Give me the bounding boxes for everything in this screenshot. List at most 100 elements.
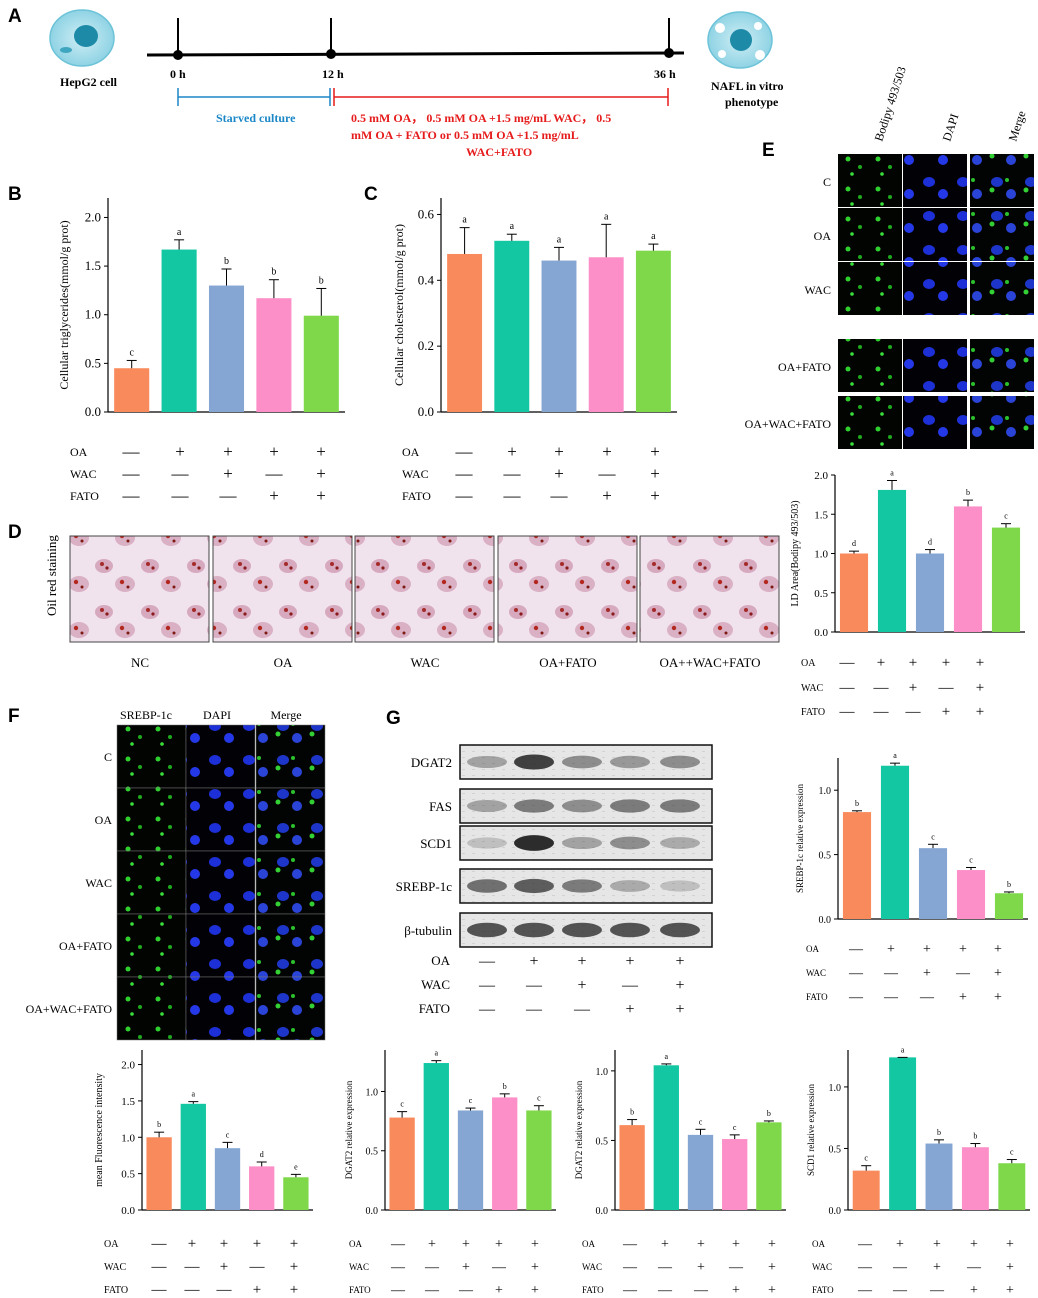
blot-band <box>514 754 554 770</box>
bar <box>842 812 872 919</box>
treatment-symbol: — <box>657 1283 673 1298</box>
treatment-symbol: + <box>959 942 967 957</box>
label-0h: 0 h <box>170 67 186 81</box>
bar <box>877 489 907 632</box>
micrograph-cell <box>255 787 326 852</box>
treatment-symbol: + <box>732 1283 740 1298</box>
oil-red-image <box>497 535 638 643</box>
bar <box>635 250 671 412</box>
micrograph-cell <box>255 976 326 1041</box>
significance-letter: a <box>435 1049 439 1058</box>
treatment-symbol: — <box>929 1283 945 1298</box>
treatment-symbol: — <box>892 1260 908 1275</box>
significance-letter: c <box>226 1130 230 1139</box>
treatment-symbol: — <box>122 464 141 483</box>
significance-letter: b <box>1007 880 1011 889</box>
treatment-row-label: WAC <box>104 1262 127 1273</box>
treatment-symbol: + <box>994 942 1002 957</box>
treatment-symbol: — <box>151 1282 168 1298</box>
treatment-row-label: FATO <box>582 1285 604 1295</box>
treatment-row-label: WAC <box>402 467 429 481</box>
treatment-symbol: + <box>462 1237 470 1252</box>
oil-red-image <box>69 535 210 643</box>
bar <box>541 260 577 412</box>
treatment-symbol: — <box>455 464 474 483</box>
chart-scd1: 0.0 0.5 1.0 SCD1 relative expression c a b b c OA… <box>806 1045 1030 1298</box>
bar <box>852 1170 880 1210</box>
treatment-symbol: — <box>151 1236 168 1252</box>
micrograph-cell <box>255 913 326 978</box>
micrograph-row-label: C <box>823 175 831 189</box>
treatment-row-label: WAC <box>70 467 97 481</box>
treatment-row-label: FATO <box>806 992 828 1002</box>
treatment-symbol: + <box>529 953 538 970</box>
blot-band <box>610 799 650 813</box>
treatment-symbol: — <box>622 1237 638 1252</box>
treatment-symbol: + <box>625 1001 634 1018</box>
treatment-symbol: + <box>650 442 660 461</box>
treatment-symbol: — <box>892 1283 908 1298</box>
treatment-symbol: — <box>525 1001 543 1018</box>
blot-band <box>610 922 650 938</box>
micrograph-row-label: OA+WAC+FATO <box>745 417 832 431</box>
y-axis-label: SCD1 relative expression <box>806 1084 816 1176</box>
significance-letter: c <box>733 1123 737 1132</box>
bar <box>146 1137 172 1210</box>
y-tick-label: 0.5 <box>121 1169 135 1181</box>
bar <box>991 527 1021 632</box>
treatment-symbol: + <box>253 1236 261 1252</box>
treatment-symbol: — <box>265 464 284 483</box>
treatment-symbol: — <box>122 486 141 505</box>
micrograph-row-label: C <box>104 750 112 764</box>
y-tick-label: 2.0 <box>85 209 101 224</box>
treatment-symbol: + <box>175 442 185 461</box>
significance-letter: c <box>400 1100 404 1109</box>
y-tick-label: 0.0 <box>829 1206 842 1217</box>
bar <box>925 1143 953 1210</box>
treatment-symbol: — <box>458 1283 474 1298</box>
significance-letter: b <box>937 1128 941 1137</box>
bar <box>180 1103 206 1210</box>
significance-letter: a <box>893 751 897 760</box>
y-tick-label: 0.5 <box>596 1136 609 1147</box>
y-tick-label: 1.0 <box>366 1087 379 1098</box>
bar <box>447 253 483 412</box>
oil-red-caption: OA++WAC+FATO <box>660 655 761 670</box>
treatment-row-label: FATO <box>349 1285 371 1295</box>
treatment-symbol: — <box>219 486 238 505</box>
blot-band-label: SCD1 <box>420 836 452 851</box>
y-tick-label: 1.0 <box>596 1067 609 1078</box>
significance-letter: b <box>767 1109 771 1118</box>
oil-red-image <box>212 535 353 643</box>
treatment-symbol: — <box>883 990 899 1005</box>
significance-letter: b <box>630 1108 634 1117</box>
treatment-symbol: + <box>507 442 517 461</box>
chart-mfi: 0.0 0.5 1.0 1.5 2.0 mean Fluorescence intensi… <box>94 1050 313 1298</box>
blot-band <box>562 879 602 893</box>
treatment-row-label: OA <box>70 445 88 459</box>
significance-letter: c <box>537 1094 541 1103</box>
y-tick-label: 0.0 <box>366 1206 379 1217</box>
significance-letter: e <box>294 1162 298 1171</box>
treatment-row-label: FATO <box>70 489 99 503</box>
micrograph-header: SREBP-1c <box>120 708 172 722</box>
y-tick-label: 0.0 <box>85 404 101 419</box>
y-axis-label: Cellular triglycerides(mmol/g prot) <box>57 220 71 389</box>
blot-band-label: β-tubulin <box>404 923 452 938</box>
bar <box>998 1163 1026 1210</box>
bar <box>994 893 1024 919</box>
treatment-row-label: WAC <box>349 1262 369 1272</box>
treatment-symbol: — <box>249 1259 266 1275</box>
blot-band-label: SREBP-1c <box>396 879 453 894</box>
micrograph-cell <box>838 396 902 449</box>
panel-label-d: D <box>8 522 22 543</box>
treatment-symbol: — <box>839 680 856 696</box>
y-tick-label: 0.0 <box>121 1205 135 1217</box>
micrograph-cell <box>970 262 1034 315</box>
treatment-symbol: — <box>857 1260 873 1275</box>
significance-letter: a <box>901 1045 905 1054</box>
y-tick-label: 2.0 <box>121 1060 135 1072</box>
treatment-symbol: + <box>942 704 950 720</box>
micrograph-header: DAPI <box>203 708 231 722</box>
treatment-symbol: + <box>1006 1283 1014 1298</box>
